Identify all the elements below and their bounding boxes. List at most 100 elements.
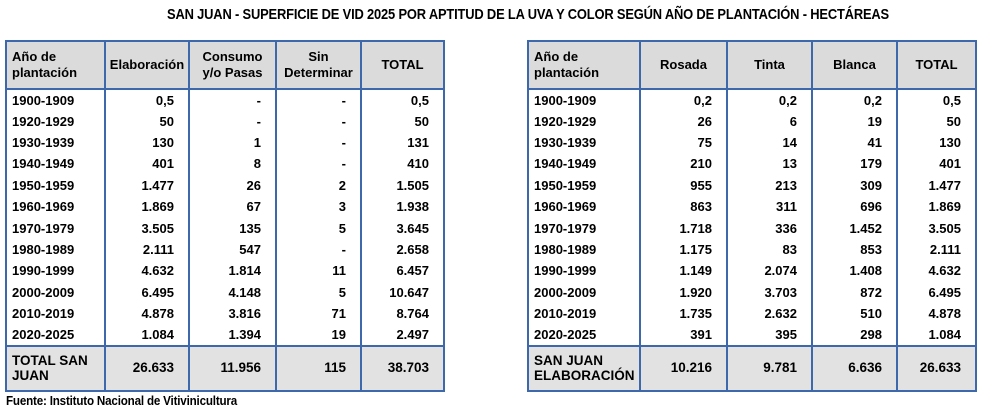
value-cell: 6: [726, 110, 813, 132]
year-cell: 1940-1949: [5, 153, 106, 175]
value-cell: 0,2: [811, 89, 898, 111]
column-header: Consumo y/o Pasas: [188, 40, 277, 90]
value-cell: 401: [896, 153, 977, 175]
value-cell: 4.148: [188, 281, 277, 303]
table-row: 1930-1939 75 14 41 130: [527, 131, 977, 154]
value-cell: 0,5: [104, 89, 190, 111]
value-cell: 71: [275, 302, 362, 325]
value-cell: 547: [188, 238, 277, 261]
value-cell: 4.632: [896, 260, 977, 282]
value-cell: 5: [275, 281, 362, 303]
value-cell: 1.869: [104, 195, 190, 218]
table-row: 1990-1999 4.632 1.814 11 6.457: [5, 260, 445, 282]
table-row: 2020-2025 391 395 298 1.084: [527, 324, 977, 346]
table-row: 1900-1909 0,5- -0,5: [5, 89, 445, 111]
value-cell: 0,5: [896, 89, 977, 111]
table-row: 1970-1979 3.505 135 5 3.645: [5, 217, 445, 239]
value-cell: 5: [275, 217, 362, 239]
table-row: 1980-1989 2.111 547-2.658: [5, 238, 445, 261]
value-cell: 19: [275, 324, 362, 346]
value-cell: 75: [639, 131, 728, 154]
value-cell: 14: [726, 131, 813, 154]
year-cell: 1990-1999: [5, 260, 106, 282]
column-header: TOTAL: [360, 40, 445, 90]
value-cell: 298: [811, 324, 898, 346]
value-cell: 4.878: [104, 302, 190, 325]
value-cell: 1.735: [639, 302, 728, 325]
value-cell: 2.111: [896, 238, 977, 261]
value-cell: 6.495: [104, 281, 190, 303]
column-header: Año de plantación: [5, 40, 106, 90]
year-cell: 1930-1939: [527, 131, 641, 154]
table-row: 2010-2019 1.735 2.632 510 4.878: [527, 302, 977, 325]
value-cell: 13: [726, 153, 813, 175]
year-cell: 2000-2009: [5, 281, 106, 303]
value-cell: 1.814: [188, 260, 277, 282]
value-cell: -: [275, 110, 362, 132]
value-cell: 1: [188, 131, 277, 154]
table-row: 1990-1999 1.149 2.074 1.408 4.632: [527, 260, 977, 282]
table-row: 1900-1909 0,2 0,2 0,2 0,5: [527, 89, 977, 111]
value-cell: 3.505: [896, 217, 977, 239]
total-row: SAN JUAN ELABORACIÓN 10.216 9.781 6.636 26.6…: [527, 344, 977, 392]
value-cell: 309: [811, 174, 898, 196]
column-header: Blanca: [811, 40, 898, 90]
value-cell: 1.920: [639, 281, 728, 303]
value-cell: 1.149: [639, 260, 728, 282]
table-row: 1920-1929 50- -50: [5, 110, 445, 132]
column-header: Tinta: [726, 40, 813, 90]
column-header: Sin Determinar: [275, 40, 362, 90]
value-cell: 3: [275, 195, 362, 218]
table-row: 1950-1959 955 213 309 1.477: [527, 174, 977, 196]
column-header: Elaboración: [104, 40, 190, 90]
value-cell: 1.869: [896, 195, 977, 218]
year-cell: 1980-1989: [5, 238, 106, 261]
value-cell: -: [188, 89, 277, 111]
value-cell: 1.452: [811, 217, 898, 239]
table-row: 2000-2009 1.920 3.703 872 6.495: [527, 281, 977, 303]
value-cell: 130: [896, 131, 977, 154]
table-row: 1920-1929 26 6 19 50: [527, 110, 977, 132]
column-header: TOTAL: [896, 40, 977, 90]
aptitude-table-container: Año de plantación Elaboración Consumo y/o …: [5, 40, 445, 392]
year-cell: 2000-2009: [527, 281, 641, 303]
value-cell: 26: [639, 110, 728, 132]
year-cell: 1940-1949: [527, 153, 641, 175]
total-value-cell: 115: [275, 344, 362, 392]
year-cell: 1970-1979: [527, 217, 641, 239]
value-cell: 696: [811, 195, 898, 218]
value-cell: 50: [360, 110, 445, 132]
total-value-cell: 6.636: [811, 344, 898, 392]
value-cell: 401: [104, 153, 190, 175]
value-cell: 4.632: [104, 260, 190, 282]
value-cell: 2.497: [360, 324, 445, 346]
total-value-cell: 26.633: [896, 344, 977, 392]
value-cell: 83: [726, 238, 813, 261]
value-cell: 130: [104, 131, 190, 154]
color-table-container: Año de plantación Rosada Tinta Blanca TOTAL 1…: [527, 40, 977, 392]
value-cell: 1.175: [639, 238, 728, 261]
year-cell: 1960-1969: [5, 195, 106, 218]
value-cell: -: [275, 89, 362, 111]
value-cell: 179: [811, 153, 898, 175]
value-cell: 2.632: [726, 302, 813, 325]
value-cell: 1.477: [896, 174, 977, 196]
value-cell: 135: [188, 217, 277, 239]
value-cell: 1.938: [360, 195, 445, 218]
column-header: Rosada: [639, 40, 728, 90]
value-cell: 0,5: [360, 89, 445, 111]
value-cell: -: [188, 110, 277, 132]
year-cell: 2020-2025: [527, 324, 641, 346]
value-cell: 1.084: [104, 324, 190, 346]
value-cell: 67: [188, 195, 277, 218]
value-cell: 6.495: [896, 281, 977, 303]
year-cell: 1900-1909: [527, 89, 641, 111]
value-cell: 2.111: [104, 238, 190, 261]
value-cell: 2.658: [360, 238, 445, 261]
value-cell: 41: [811, 131, 898, 154]
value-cell: 395: [726, 324, 813, 346]
value-cell: -: [275, 153, 362, 175]
value-cell: 19: [811, 110, 898, 132]
value-cell: 955: [639, 174, 728, 196]
total-row: TOTAL SAN JUAN 26.633 11.956 115 38.703: [5, 344, 445, 392]
